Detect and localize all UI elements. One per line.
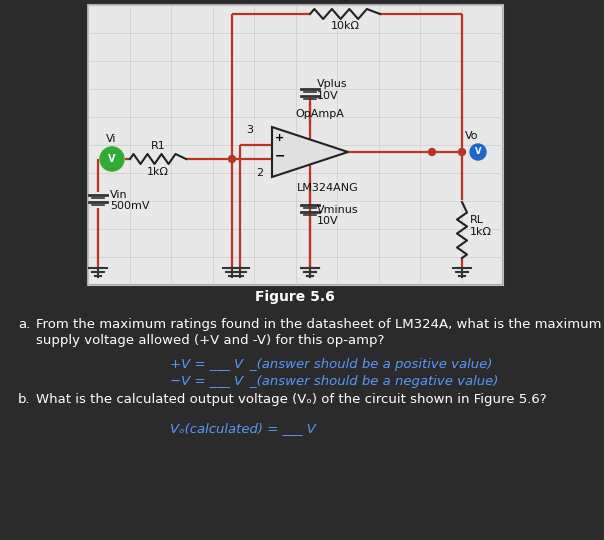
- Text: 10V: 10V: [317, 91, 339, 101]
- Text: Figure 5.6: Figure 5.6: [255, 290, 335, 304]
- Text: −: −: [275, 150, 285, 163]
- Text: Rf: Rf: [339, 0, 351, 3]
- Text: Vi: Vi: [106, 134, 117, 144]
- Text: 1kΩ: 1kΩ: [147, 167, 169, 177]
- Text: +: +: [275, 133, 284, 143]
- Text: Vo: Vo: [465, 131, 478, 141]
- Text: R1: R1: [150, 141, 165, 151]
- Text: 1kΩ: 1kΩ: [470, 227, 492, 237]
- Text: Vₒ(calculated) = ___ V: Vₒ(calculated) = ___ V: [170, 422, 316, 435]
- Bar: [88, 5, 503, 285]
- Text: 10kΩ: 10kΩ: [330, 21, 359, 31]
- Circle shape: [470, 144, 486, 160]
- Text: Vin: Vin: [110, 190, 127, 200]
- Text: OpAmpA: OpAmpA: [295, 109, 344, 119]
- Text: V: V: [108, 154, 116, 164]
- Text: 10V: 10V: [317, 216, 339, 226]
- Text: b.: b.: [18, 393, 31, 406]
- Text: supply voltage allowed (+V and -V) for this op-amp?: supply voltage allowed (+V and -V) for t…: [36, 334, 384, 347]
- Text: −V = ___ V  _(answer should be a negative value): −V = ___ V _(answer should be a negative…: [170, 375, 498, 388]
- Text: 500mV: 500mV: [110, 201, 150, 211]
- Text: V: V: [475, 147, 481, 157]
- Circle shape: [228, 156, 236, 163]
- Polygon shape: [272, 127, 348, 177]
- Text: Vplus: Vplus: [317, 79, 348, 89]
- Text: 2: 2: [257, 168, 263, 178]
- Circle shape: [428, 148, 435, 156]
- Text: 3: 3: [246, 125, 254, 135]
- Text: Vminus: Vminus: [317, 205, 359, 215]
- Circle shape: [100, 147, 124, 171]
- Text: +V = ___ V  _(answer should be a positive value): +V = ___ V _(answer should be a positive…: [170, 358, 492, 371]
- Text: LM324ANG: LM324ANG: [297, 183, 359, 193]
- Text: From the maximum ratings found in the datasheet of LM324A, what is the maximum p: From the maximum ratings found in the da…: [36, 318, 604, 331]
- Circle shape: [458, 148, 466, 156]
- Text: a.: a.: [18, 318, 30, 331]
- Text: What is the calculated output voltage (Vₒ) of the circuit shown in Figure 5.6?: What is the calculated output voltage (V…: [36, 393, 547, 406]
- Text: RL: RL: [470, 215, 484, 225]
